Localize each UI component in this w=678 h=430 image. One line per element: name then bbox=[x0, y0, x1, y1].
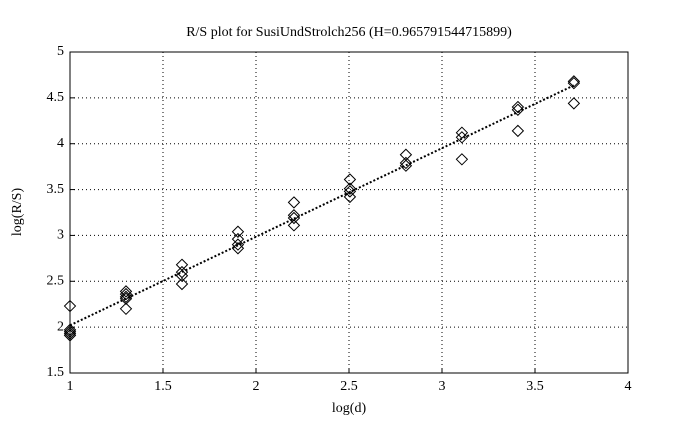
x-tick-label: 2 bbox=[253, 379, 260, 394]
x-tick-label: 4 bbox=[625, 379, 632, 394]
y-tick-label: 4.5 bbox=[47, 90, 65, 105]
x-tick-label: 3.5 bbox=[526, 379, 544, 394]
data-point bbox=[343, 173, 357, 186]
data-point bbox=[343, 182, 357, 195]
x-tick-label: 3 bbox=[439, 379, 446, 394]
data-point bbox=[119, 302, 133, 316]
y-tick-label: 2.5 bbox=[47, 274, 65, 289]
data-point bbox=[175, 277, 189, 291]
data-point bbox=[567, 76, 581, 90]
fit-line bbox=[69, 84, 575, 327]
data-point bbox=[63, 325, 77, 338]
data-point bbox=[119, 290, 133, 304]
y-tick-label: 4 bbox=[57, 136, 64, 151]
chart-title: R/S plot for SusiUndStrolch256 (H=0.9657… bbox=[186, 25, 512, 40]
data-point bbox=[287, 209, 301, 222]
x-tick-label: 1 bbox=[67, 379, 74, 394]
data-point bbox=[175, 269, 189, 282]
data-point bbox=[455, 126, 469, 139]
data-point bbox=[63, 329, 77, 342]
data-point bbox=[399, 159, 413, 172]
data-point bbox=[231, 238, 245, 251]
data-point bbox=[399, 148, 413, 161]
data-point bbox=[119, 292, 133, 305]
data-point bbox=[343, 185, 357, 198]
data-point bbox=[63, 327, 77, 340]
data-point bbox=[567, 75, 581, 88]
data-point bbox=[399, 156, 413, 170]
data-point bbox=[567, 97, 581, 110]
data-point bbox=[511, 100, 525, 114]
y-tick-label: 1.5 bbox=[47, 365, 65, 380]
y-tick-label: 2 bbox=[57, 319, 64, 334]
x-axis-label: log(d) bbox=[332, 401, 367, 416]
data-point bbox=[175, 265, 189, 279]
y-tick-label: 3 bbox=[57, 228, 64, 243]
y-axis-label: log(R/S) bbox=[10, 188, 25, 237]
plot-frame bbox=[69, 51, 629, 374]
data-point bbox=[511, 103, 525, 116]
data-point bbox=[343, 190, 357, 204]
x-tick-label: 1.5 bbox=[154, 379, 172, 394]
data-point bbox=[231, 242, 245, 255]
data-point bbox=[175, 258, 189, 271]
x-tick-label: 2.5 bbox=[340, 379, 358, 394]
data-point bbox=[455, 131, 469, 144]
data-point bbox=[63, 323, 77, 337]
y-tick-label: 5 bbox=[57, 44, 64, 59]
data-point bbox=[511, 124, 525, 138]
data-point bbox=[231, 232, 245, 246]
data-point bbox=[287, 196, 301, 209]
data-point bbox=[455, 153, 469, 166]
data-point bbox=[119, 285, 133, 298]
data-point bbox=[63, 299, 77, 313]
data-point bbox=[287, 219, 301, 232]
y-tick-label: 3.5 bbox=[47, 182, 65, 197]
data-point bbox=[231, 225, 245, 238]
